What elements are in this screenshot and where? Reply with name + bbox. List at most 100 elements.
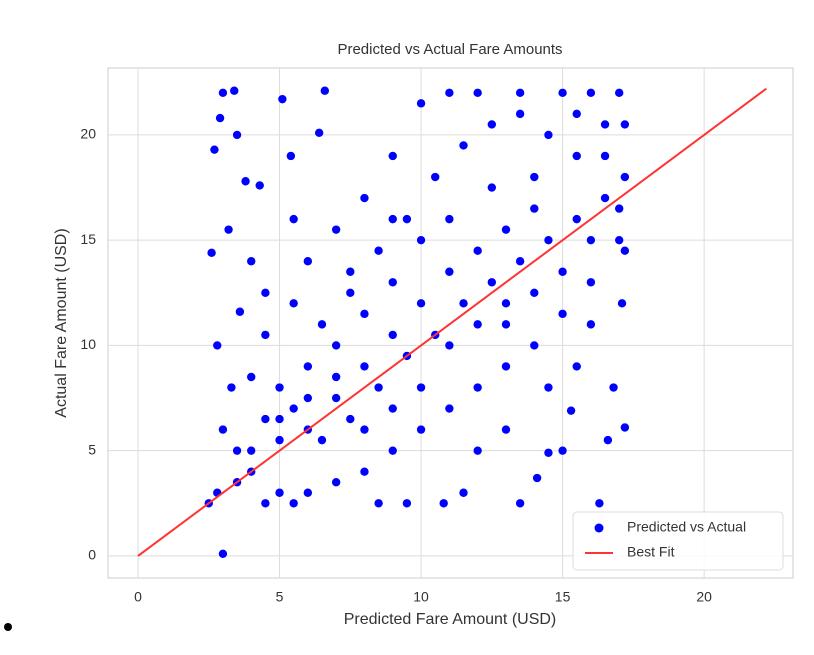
point <box>402 498 412 509</box>
point <box>303 487 313 498</box>
y-tick-label: 15 <box>80 231 96 247</box>
point <box>614 88 625 98</box>
point <box>458 298 469 309</box>
point <box>416 98 426 109</box>
point <box>223 224 234 235</box>
point <box>608 382 619 393</box>
x-tick-label: 15 <box>555 589 571 605</box>
point <box>274 414 285 424</box>
point <box>543 235 554 245</box>
point <box>288 498 299 509</box>
point <box>218 88 228 98</box>
legend-swatch <box>594 523 604 533</box>
point <box>387 445 398 456</box>
point <box>458 487 469 498</box>
point <box>359 361 370 372</box>
point <box>288 214 299 224</box>
y-tick-label: 5 <box>88 441 96 457</box>
x-tick-label: 10 <box>413 589 429 605</box>
point <box>529 203 540 214</box>
point <box>444 88 455 98</box>
point <box>359 466 370 477</box>
point <box>529 340 540 351</box>
point <box>331 477 341 488</box>
point <box>543 130 554 140</box>
point <box>600 193 610 203</box>
point <box>345 414 356 424</box>
point <box>246 445 257 456</box>
point <box>416 382 426 393</box>
point <box>303 393 313 403</box>
point <box>458 140 469 151</box>
point <box>444 403 455 414</box>
point <box>487 119 497 130</box>
legend-box <box>572 511 784 571</box>
point <box>235 306 245 317</box>
point <box>232 130 242 140</box>
point <box>387 403 398 414</box>
point <box>571 151 582 161</box>
point <box>614 203 625 214</box>
point <box>501 424 511 435</box>
point <box>532 473 542 483</box>
point <box>345 287 356 298</box>
x-tick-label: 0 <box>134 589 142 605</box>
point <box>277 94 288 104</box>
point <box>620 245 630 256</box>
point <box>288 403 299 414</box>
y-axis-label: Actual Fare Amount (USD) <box>53 228 70 417</box>
point <box>246 372 257 382</box>
point <box>416 235 426 245</box>
point <box>543 382 554 393</box>
point <box>373 382 384 393</box>
point <box>260 498 271 509</box>
point <box>218 548 228 559</box>
point <box>571 214 582 224</box>
point <box>303 361 313 372</box>
point <box>515 88 525 98</box>
point <box>438 498 449 509</box>
y-tick-label: 0 <box>88 547 96 563</box>
point <box>260 330 271 340</box>
point <box>274 487 285 498</box>
point <box>218 424 228 435</box>
point <box>501 319 511 330</box>
point <box>515 256 525 267</box>
point <box>331 372 341 382</box>
point <box>501 298 511 309</box>
point <box>529 172 540 182</box>
point <box>620 172 630 182</box>
point <box>586 88 596 98</box>
point <box>359 309 370 319</box>
point <box>387 151 398 161</box>
point <box>515 109 525 119</box>
point <box>274 382 285 393</box>
point <box>614 235 625 245</box>
chart-title: Predicted vs Actual Fare Amounts <box>337 41 562 58</box>
point <box>254 180 265 191</box>
point <box>274 435 285 445</box>
point <box>566 405 576 416</box>
point <box>571 109 582 119</box>
legend-label: Best Fit <box>627 544 675 560</box>
point <box>387 214 398 224</box>
point <box>402 214 412 224</box>
point <box>472 445 483 456</box>
point <box>557 445 568 456</box>
point <box>620 119 630 130</box>
point <box>586 235 596 245</box>
point <box>286 151 296 161</box>
point <box>331 393 341 403</box>
x-tick-label: 20 <box>696 589 712 605</box>
point <box>586 277 596 288</box>
point <box>232 445 242 456</box>
point <box>416 424 426 435</box>
point <box>226 382 237 393</box>
point <box>472 319 483 330</box>
point <box>600 119 610 130</box>
point <box>557 309 568 319</box>
point <box>373 245 384 256</box>
point <box>212 340 223 351</box>
point <box>444 266 455 277</box>
